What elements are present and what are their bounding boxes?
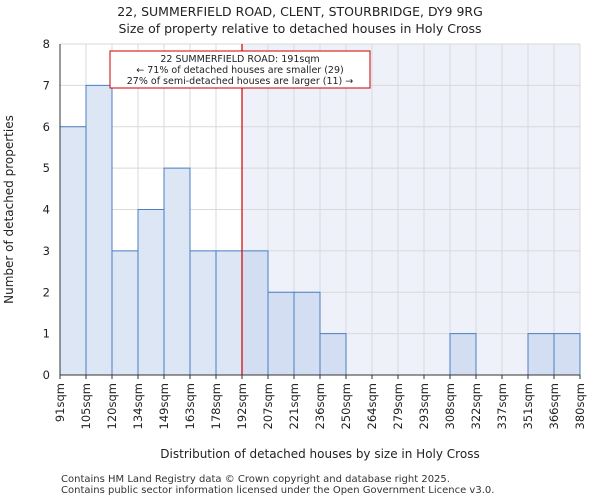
annotation-line-1: 22 SUMMERFIELD ROAD: 191sqm (160, 54, 319, 65)
histogram-bar (241, 250, 269, 376)
x-tick-label: 163sqm (183, 383, 197, 429)
histogram-bar (553, 333, 581, 376)
histogram-bar (189, 250, 217, 376)
histogram-bar (59, 126, 87, 376)
x-tick-label: 293sqm (417, 383, 431, 429)
x-tick-label: 178sqm (209, 383, 223, 429)
chart-title: 22, SUMMERFIELD ROAD, CLENT, STOURBRIDGE… (117, 4, 483, 19)
x-tick-label: 380sqm (573, 383, 587, 429)
x-tick-label: 149sqm (157, 383, 171, 429)
histogram-bar (85, 84, 113, 376)
annotation-line-3: 27% of semi-detached houses are larger (… (127, 76, 354, 87)
histogram-bar (267, 291, 295, 376)
y-tick-label: 8 (43, 37, 50, 51)
x-tick-label: 120sqm (105, 383, 119, 429)
x-tick-label: 366sqm (547, 383, 561, 429)
x-tick-label: 264sqm (365, 383, 379, 429)
x-tick-label: 134sqm (131, 383, 145, 429)
x-tick-label: 279sqm (391, 383, 405, 429)
x-tick-label: 192sqm (235, 383, 249, 429)
x-tick-label: 250sqm (339, 383, 353, 429)
x-tick-label: 207sqm (261, 383, 275, 429)
y-tick-label: 5 (43, 161, 50, 175)
histogram-bar (137, 209, 165, 376)
y-tick-label: 0 (43, 368, 50, 382)
y-tick-label: 6 (43, 120, 50, 134)
x-tick-label: 308sqm (443, 383, 457, 429)
x-tick-label: 91sqm (53, 383, 67, 422)
x-axis-label: Distribution of detached houses by size … (160, 447, 479, 461)
x-tick-label: 236sqm (313, 383, 327, 429)
histogram-bar (215, 250, 243, 376)
chart-subtitle: Size of property relative to detached ho… (118, 21, 482, 36)
y-tick-label: 7 (43, 78, 50, 92)
histogram-bar (293, 291, 321, 376)
annotation-line-2: ← 71% of detached houses are smaller (29… (136, 65, 343, 76)
x-tick-label: 322sqm (469, 383, 483, 429)
footer-line-2: Contains public sector information licen… (61, 485, 495, 496)
y-tick-label: 2 (43, 285, 50, 299)
y-tick-label: 4 (43, 203, 50, 217)
histogram-bar (111, 250, 139, 376)
annotation-box (109, 50, 371, 89)
x-tick-label: 351sqm (521, 383, 535, 429)
x-tick-label: 337sqm (495, 383, 509, 429)
histogram-bar (319, 333, 347, 376)
y-tick-label: 1 (43, 327, 50, 341)
x-tick-label: 221sqm (287, 383, 301, 429)
histogram-bar (449, 333, 477, 376)
y-tick-label: 3 (43, 244, 50, 258)
histogram-bar (527, 333, 555, 376)
histogram-bar (163, 167, 191, 376)
x-tick-label: 105sqm (79, 383, 93, 429)
y-axis-label: Number of detached properties (2, 115, 16, 304)
footer-line-1: Contains HM Land Registry data © Crown c… (61, 474, 450, 485)
